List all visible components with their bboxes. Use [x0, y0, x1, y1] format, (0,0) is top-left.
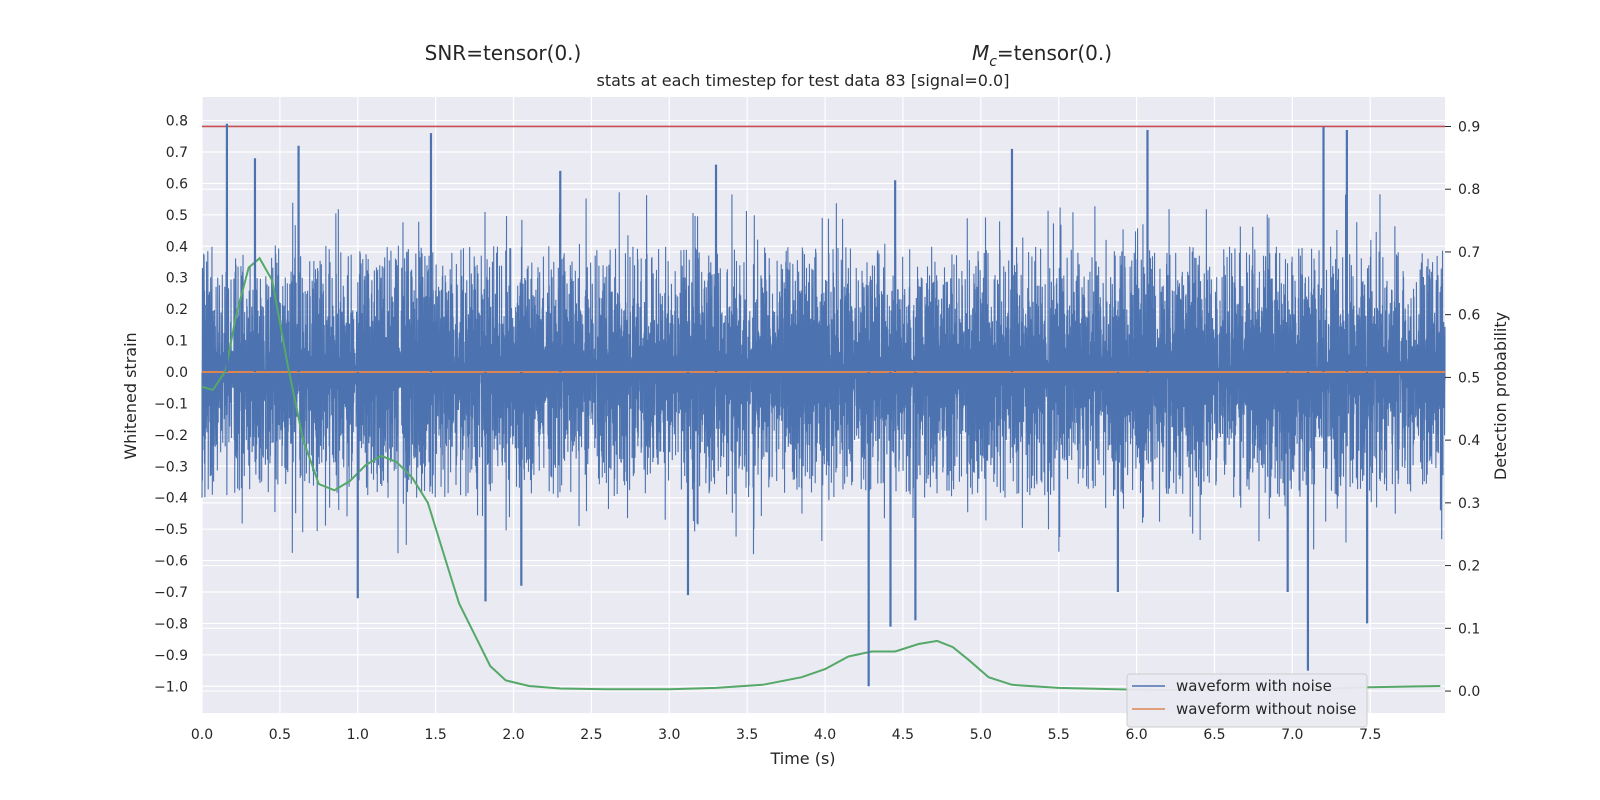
right-tick-label: 0.4 — [1458, 433, 1480, 449]
left-tick-label: −1.0 — [154, 679, 188, 695]
right-tick-label: 0.9 — [1458, 119, 1480, 135]
waveform-with-noise-line — [201, 192, 1446, 555]
left-tick-label: 0.8 — [166, 114, 188, 130]
x-tick-label: 1.0 — [347, 727, 369, 743]
chart-title: stats at each timestep for test data 83 … — [597, 71, 1010, 90]
left-axis-ticks: 0.8 0.7 0.6 0.5 0.4 0.3 0.2 0.1 0.0 −0.1 −0.2 −0.3 −… — [154, 114, 188, 696]
left-tick-label: 0.7 — [166, 145, 188, 161]
chirp-mass-symbol: M — [972, 41, 989, 65]
right-tick-label: 0.2 — [1458, 559, 1480, 575]
left-tick-label: 0.5 — [166, 208, 188, 224]
left-tick-label: 0.0 — [166, 365, 188, 381]
left-tick-label: −0.2 — [154, 428, 188, 444]
right-tick-label: 0.1 — [1458, 621, 1480, 637]
x-tick-label: 6.0 — [1125, 727, 1147, 743]
x-tick-label: 2.5 — [580, 727, 602, 743]
left-tick-label: −0.9 — [154, 648, 188, 664]
left-tick-label: −0.8 — [154, 616, 188, 632]
left-tick-label: 0.2 — [166, 302, 188, 318]
x-tick-label: 2.0 — [502, 727, 524, 743]
right-tick-label: 0.7 — [1458, 245, 1480, 261]
noise-peaks — [225, 123, 1369, 687]
legend-label-with-noise: waveform with noise — [1176, 677, 1332, 695]
x-tick-label: 7.5 — [1359, 727, 1381, 743]
right-axis-label: Detection probability — [1491, 312, 1510, 480]
left-tick-label: 0.3 — [166, 271, 188, 287]
chirp-mass-heading: Mc=tensor(0.) — [972, 41, 1112, 70]
left-tick-label: 0.6 — [166, 176, 188, 192]
x-tick-label: 3.0 — [658, 727, 680, 743]
chirp-mass-value: =tensor(0.) — [997, 41, 1112, 65]
snr-heading: SNR=tensor(0.) — [425, 41, 582, 65]
right-tick-label: 0.8 — [1458, 182, 1480, 198]
x-axis-ticks: 0.0 0.5 1.0 1.5 2.0 2.5 3.0 3.5 4.0 4.5 5.0 5.5 6.0 6… — [191, 727, 1381, 743]
plot-area — [201, 125, 1446, 692]
left-axis-label: Whitened strain — [121, 332, 140, 459]
right-tick-label: 0.6 — [1458, 308, 1480, 324]
right-tick-label: 0.0 — [1458, 684, 1480, 700]
left-tick-label: −0.1 — [154, 396, 188, 412]
left-tick-label: −0.7 — [154, 585, 188, 601]
x-tick-label: 4.5 — [892, 727, 914, 743]
legend-box — [1126, 673, 1368, 728]
x-tick-label: 1.5 — [425, 727, 447, 743]
x-tick-label: 5.5 — [1048, 727, 1070, 743]
right-tick-label: 0.5 — [1458, 370, 1480, 386]
left-tick-label: 0.4 — [166, 239, 188, 255]
legend: waveform with noise waveform without noi… — [1126, 673, 1368, 728]
right-tick-label: 0.3 — [1458, 496, 1480, 512]
left-tick-label: −0.3 — [154, 459, 188, 475]
x-tick-label: 5.0 — [970, 727, 992, 743]
right-axis-ticks: 0.9 0.8 0.7 0.6 0.5 0.4 0.3 0.2 0.1 0.0 — [1445, 119, 1480, 700]
x-tick-label: 6.5 — [1203, 727, 1225, 743]
left-tick-label: −0.5 — [154, 522, 188, 538]
detection-probability-line — [201, 256, 1441, 692]
legend-label-without-noise: waveform without noise — [1176, 700, 1356, 718]
left-tick-label: −0.6 — [154, 554, 188, 570]
x-axis-label: Time (s) — [769, 749, 835, 768]
chirp-mass-subscript: c — [989, 54, 997, 70]
left-tick-label: 0.1 — [166, 334, 188, 350]
x-tick-label: 4.0 — [814, 727, 836, 743]
left-tick-label: −0.4 — [154, 491, 188, 507]
x-tick-label: 3.5 — [736, 727, 758, 743]
x-tick-label: 0.5 — [269, 727, 291, 743]
x-tick-label: 0.0 — [191, 727, 213, 743]
x-tick-label: 7.0 — [1281, 727, 1303, 743]
